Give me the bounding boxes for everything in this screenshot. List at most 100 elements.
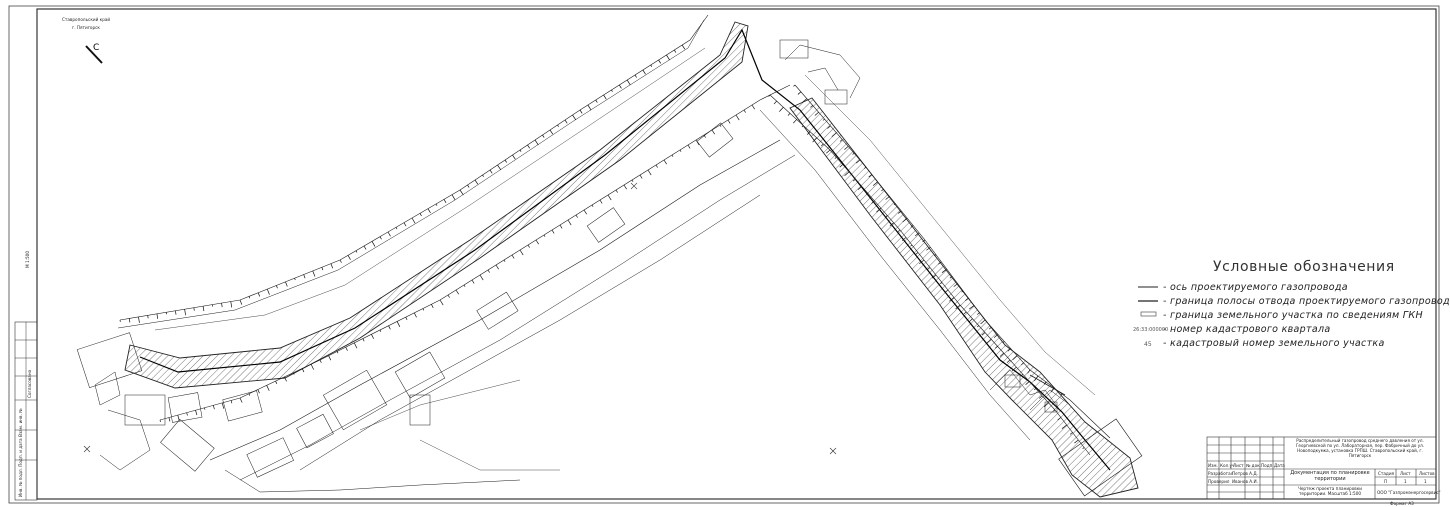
survey-tick [431, 304, 434, 309]
col-header-date: Дата [1274, 463, 1285, 468]
survey-tick [347, 255, 351, 260]
survey-tick [239, 397, 243, 403]
survey-tick [527, 244, 530, 248]
survey-tick [993, 334, 999, 338]
survey-tick [411, 217, 416, 224]
survey-tick [926, 246, 931, 251]
side-stamp: Согласовано Инв. № подл. Подп. и дата Вз… [14, 321, 38, 501]
survey-tick [963, 311, 967, 315]
survey-tick [388, 325, 391, 330]
survey-tick [168, 417, 171, 422]
project-title: Распределительный газопровод среднего да… [1295, 438, 1425, 458]
survey-tick [504, 159, 507, 163]
survey-tick [587, 104, 592, 111]
survey-tick [128, 318, 131, 323]
survey-tick [855, 159, 861, 164]
survey-tick [831, 132, 837, 137]
right-of-way-strip-east [789, 97, 1139, 498]
pipeline-axis [139, 28, 1111, 471]
survey-tick [927, 267, 931, 270]
survey-tick [551, 229, 555, 234]
survey-tick [802, 98, 808, 103]
survey-tick [230, 301, 233, 308]
side-stamp-bottom-label: Инв. № подл. Подп. и дата Взам. инв. № [18, 408, 23, 497]
survey-tick [285, 281, 288, 287]
survey-tick [175, 310, 177, 315]
survey-tick [422, 308, 425, 311]
survey-tick [371, 334, 374, 339]
role-checker: Проверил [1208, 479, 1230, 484]
survey-tick [1069, 432, 1073, 435]
survey-tick [435, 203, 438, 206]
survey-tick [293, 372, 295, 375]
survey-tick [542, 134, 545, 138]
survey-tick [497, 164, 502, 171]
legend-item-strip-boundary: - граница полосы отвода проектируемого г… [1163, 296, 1450, 307]
survey-tick [1025, 381, 1030, 386]
inner-frame [36, 8, 1437, 500]
col-header-sign: Подп. [1261, 463, 1274, 468]
survey-tick [336, 351, 339, 354]
survey-tick [940, 282, 943, 285]
survey-tick [138, 316, 140, 323]
sheets-header: Листов [1419, 471, 1435, 476]
survey-tick [797, 91, 802, 95]
survey-tick [955, 304, 961, 310]
survey-tick [897, 229, 901, 233]
survey-tick [679, 149, 682, 152]
survey-tick [969, 305, 975, 310]
survey-tick [257, 292, 260, 297]
document-title: Документация по планировке территории [1290, 470, 1370, 482]
survey-tick [719, 124, 722, 127]
survey-tick [642, 69, 646, 75]
survey-tick [579, 109, 583, 114]
survey-tick [371, 241, 376, 247]
sheets-value: 1 [1424, 479, 1427, 484]
survey-tick [534, 139, 539, 146]
north-arrow: Ставропольский край г. Пятигорск С [62, 17, 110, 64]
survey-tick [839, 139, 843, 142]
survey-tick [615, 189, 618, 193]
legend-item-quarter-number: - номер кадастрового квартала [1163, 324, 1330, 335]
col-header-doc: № док. [1246, 463, 1261, 468]
survey-tick [898, 210, 902, 214]
north-arrow-city: г. Пятигорск [72, 25, 100, 30]
survey-tick [941, 268, 948, 273]
survey-tick [671, 154, 674, 157]
survey-tick [230, 400, 233, 404]
survey-tick [599, 199, 603, 204]
survey-tick [787, 113, 791, 116]
survey-tick [681, 44, 686, 50]
survey-tick [857, 186, 863, 190]
survey-tick [893, 203, 896, 206]
survey-tick [1021, 362, 1024, 366]
survey-tick [852, 178, 856, 182]
survey-tick [1012, 355, 1018, 360]
survey-tick [1057, 417, 1062, 421]
legend-item-pipeline-axis: - ось проектируемого газопровода [1163, 282, 1348, 293]
survey-tick [479, 274, 484, 281]
survey-tick [275, 380, 278, 384]
survey-tick [439, 299, 444, 306]
survey-tick [395, 227, 398, 230]
survey-tick [902, 217, 908, 223]
survey-tick [988, 326, 992, 330]
survey-tick [663, 159, 667, 165]
role-developer: Разработал [1208, 471, 1234, 476]
sheet-value: 1 [1404, 479, 1407, 484]
survey-tick [159, 419, 161, 423]
survey-tick [807, 131, 811, 135]
survey-tick [834, 157, 837, 159]
survey-tick [503, 259, 506, 262]
survey-tick [447, 294, 450, 298]
survey-tick [455, 289, 459, 295]
survey-tick [937, 261, 942, 265]
survey-tick [379, 329, 382, 332]
survey-tick [961, 290, 964, 293]
survey-tick [1074, 439, 1079, 444]
survey-tick [301, 368, 305, 373]
survey-tick [611, 89, 613, 92]
survey-tick [884, 215, 888, 218]
survey-tick [965, 297, 969, 301]
survey-tick [177, 415, 180, 421]
